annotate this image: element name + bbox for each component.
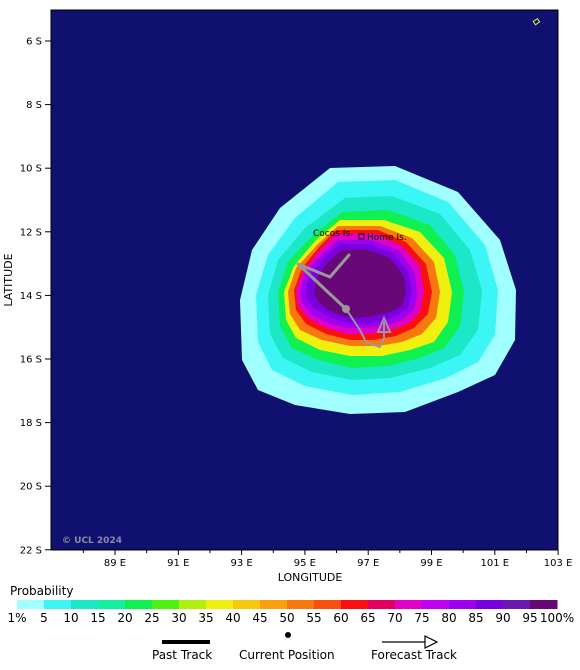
lon-tick-label: 97 E: [357, 558, 379, 569]
current-position-key-dot: [285, 632, 291, 638]
legend-swatch: [368, 600, 396, 609]
legend-swatch: [422, 600, 450, 609]
legend-level-label: 1%: [7, 611, 26, 625]
lon-tick-label: 89 E: [104, 558, 126, 569]
lon-tick-label: 95 E: [294, 558, 316, 569]
legend-level-label: 55: [306, 611, 321, 625]
x-axis-title: LONGITUDE: [278, 571, 343, 584]
legend-level-label: 45: [252, 611, 267, 625]
legend-level-label: 95: [522, 611, 537, 625]
legend-level-label: 90: [495, 611, 510, 625]
current-position-marker: [342, 305, 350, 313]
forecast-arrowhead: [376, 315, 392, 333]
lon-tick-label: 99 E: [420, 558, 442, 569]
longitude-axis: 89 E 91 E 93 E 95 E 97 E 99 E 101 E 103 E: [82, 550, 573, 569]
legend-level-label: 30: [171, 611, 186, 625]
legend-level-label: 5: [40, 611, 48, 625]
legend-title: Probability: [10, 584, 74, 598]
legend-swatch: [449, 600, 477, 609]
place-label-home: Home Is.: [367, 233, 407, 243]
legend-level-label: 85: [468, 611, 483, 625]
y-axis-title: LATITUDE: [2, 253, 15, 306]
lat-tick-label: 8 S: [26, 100, 42, 111]
island-outline: [532, 17, 541, 26]
lon-tick-label: 93 E: [230, 558, 252, 569]
lat-tick-label: 18 S: [20, 418, 42, 429]
legend-swatch: [17, 600, 45, 609]
place-label-cocos: Cocos Is.: [313, 229, 353, 239]
legend-level-label: 35: [198, 611, 213, 625]
legend-swatch: [125, 600, 153, 609]
legend-level-label: 75: [414, 611, 429, 625]
lat-tick-label: 22 S: [20, 545, 42, 556]
legend-swatch: [71, 600, 99, 609]
legend-level-label: 100%: [540, 611, 574, 625]
lat-tick-label: 20 S: [20, 482, 42, 493]
legend-swatch: [233, 600, 261, 609]
lon-tick-label: 91 E: [167, 558, 189, 569]
lat-tick-label: 14 S: [20, 291, 42, 302]
legend-level-label: 25: [144, 611, 159, 625]
legend-level-label: 10: [63, 611, 78, 625]
lat-tick-label: 12 S: [20, 227, 42, 238]
legend-level-label: 20: [117, 611, 132, 625]
legend-level-label: 65: [360, 611, 375, 625]
past-track-line: [296, 253, 351, 311]
probability-legend: 1% 5 10 15 20 25 30 35 40 45 50 55 60 65 70 75 80 85 90 95 1…: [7, 600, 574, 625]
copyright-text: © UCL 2024: [62, 536, 122, 546]
legend-swatch: [503, 600, 531, 609]
forecast-track-line: [345, 308, 385, 348]
lon-tick-label: 103 E: [544, 558, 573, 569]
probability-field: [240, 166, 516, 414]
legend-swatch: [206, 600, 234, 609]
legend-swatch: [179, 600, 207, 609]
legend-level-label: 70: [387, 611, 402, 625]
legend-swatch: [44, 600, 72, 609]
legend-level-label: 50: [279, 611, 294, 625]
legend-swatch: [98, 600, 126, 609]
home-island-marker: [358, 233, 365, 240]
lon-tick-label: 101 E: [481, 558, 510, 569]
forecast-track-key-label: Forecast Track: [371, 648, 457, 662]
past-track-key-label: Past Track: [152, 648, 212, 662]
lat-tick-label: 10 S: [20, 164, 42, 175]
legend-swatch: [530, 600, 558, 609]
storm-track: [296, 253, 392, 348]
legend-level-label: 80: [441, 611, 456, 625]
legend-swatch: [341, 600, 369, 609]
legend-swatch: [287, 600, 315, 609]
current-position-key-label: Current Position: [239, 648, 335, 662]
latitude-axis: 6 S 8 S 10 S 12 S 14 S 16 S 18 S 20 S 22 S: [20, 37, 51, 556]
legend-level-label: 15: [90, 611, 105, 625]
legend-swatch: [152, 600, 180, 609]
legend-swatch: [395, 600, 423, 609]
track-key: Past Track Current Position Forecast Tra…: [152, 632, 457, 662]
legend-swatch: [314, 600, 342, 609]
lat-tick-label: 16 S: [20, 355, 42, 366]
legend-level-label: 40: [225, 611, 240, 625]
legend-level-label: 60: [333, 611, 348, 625]
lat-tick-label: 6 S: [26, 37, 42, 48]
legend-swatch: [476, 600, 504, 609]
legend-swatch: [260, 600, 288, 609]
forecast-track-key-arrow: [424, 635, 439, 649]
